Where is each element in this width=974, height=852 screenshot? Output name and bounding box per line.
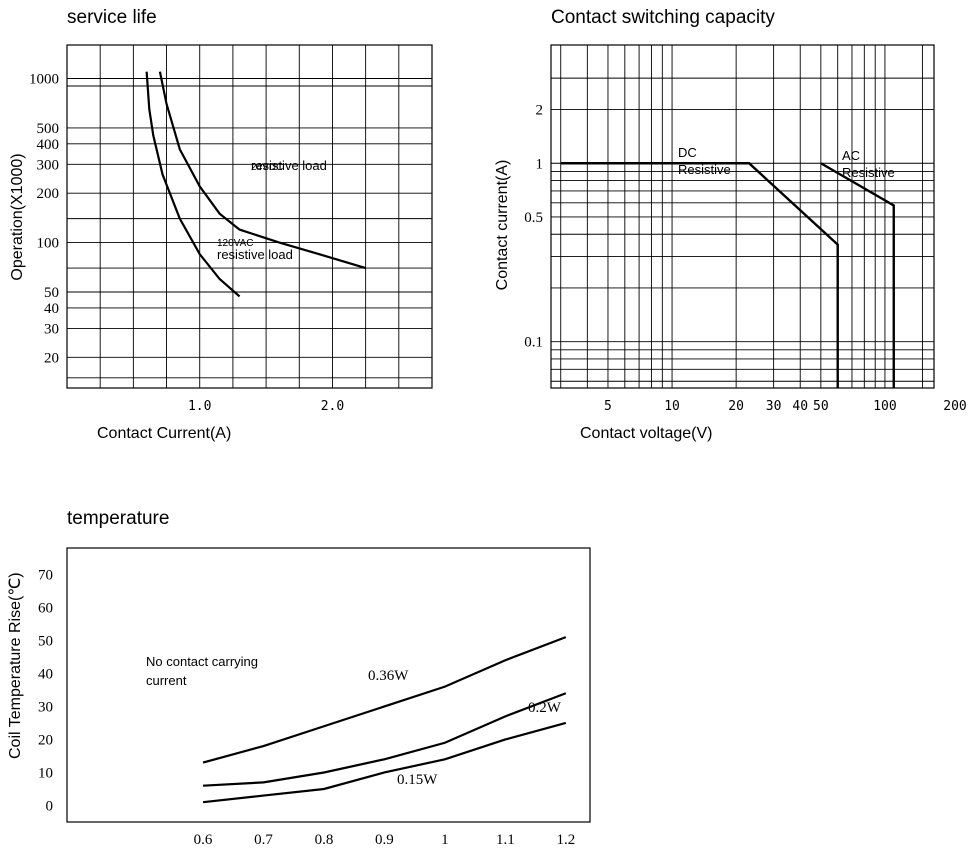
- chart3-xtick-0.6: 0.6: [194, 832, 213, 848]
- chart2-xtick-100: 100: [873, 399, 896, 414]
- chart2-ytick-0.5: 0.5: [524, 210, 543, 226]
- chart1-ytick-50: 50: [44, 285, 59, 301]
- chart3-annotation: No contact carrying current: [146, 654, 258, 688]
- chart1-title: service life: [67, 7, 157, 28]
- chart1-series-label: 120VAC resistive load: [217, 238, 293, 262]
- chart2-ytick-0.1: 0.1: [524, 335, 543, 351]
- chart2-ytick-2: 2: [536, 103, 544, 119]
- chart1-ytick-30: 30: [44, 321, 59, 337]
- chart3-xtick-0.7: 0.7: [254, 832, 273, 848]
- chart3-ytick-20: 20: [38, 732, 53, 748]
- chart2-xtick-200: 200: [943, 399, 966, 414]
- chart2-xtick-50: 50: [813, 399, 829, 414]
- chart3-series-label: 0.2W: [528, 700, 562, 716]
- chart2-xtick-5: 5: [604, 399, 612, 414]
- chart2-xtick-20: 20: [728, 399, 744, 414]
- chart3-series-line: [202, 636, 567, 764]
- chart2-xlabel: Contact voltage(V): [580, 425, 713, 442]
- chart2-ytick-1: 1: [536, 156, 544, 172]
- chart3-xtick-1.2: 1.2: [556, 832, 575, 848]
- chart3-ytick-70: 70: [38, 567, 53, 583]
- chart1-series-line: [145, 71, 241, 298]
- chart3-ytick-40: 40: [38, 666, 53, 682]
- chart2-xtick-10: 10: [664, 399, 680, 414]
- chart1-series-line: [158, 71, 366, 270]
- chart2-xtick-30: 30: [766, 399, 782, 414]
- chart1-ytick-500: 500: [37, 121, 60, 137]
- chart3-xtick-1.1: 1.1: [496, 832, 515, 848]
- chart1-frame: [66, 44, 433, 389]
- chart3-ytick-0: 0: [46, 798, 54, 814]
- chart1-xtick-2.0: 2.0: [321, 399, 344, 414]
- chart3-xtick-1: 1: [441, 832, 449, 848]
- chart3-title: temperature: [67, 508, 170, 529]
- chart3-ytick-50: 50: [38, 633, 53, 649]
- chart3-series-label: 0.15W: [397, 772, 438, 788]
- chart1-xlabel: Contact Current(A): [97, 425, 232, 442]
- chart2-title: Contact switching capacity: [551, 7, 775, 28]
- chart1-ytick-300: 300: [37, 157, 60, 173]
- chart2-series-line: [560, 162, 839, 388]
- chart3-series-line: [202, 721, 567, 804]
- chart2-xtick-40: 40: [792, 399, 808, 414]
- chart1-ytick-200: 200: [37, 186, 60, 202]
- chart1-ytick-100: 100: [37, 236, 60, 252]
- chart3-frame: [66, 547, 591, 823]
- chart3-ytick-10: 10: [38, 765, 53, 781]
- chart1-ytick-40: 40: [44, 301, 59, 317]
- chart1-ytick-1000: 1000: [29, 71, 59, 87]
- chart3-xtick-0.9: 0.9: [375, 832, 394, 848]
- chart1-series-label: 24VDCresistive load: [251, 158, 327, 173]
- chart3-series-line: [202, 692, 567, 787]
- chart1-ytick-20: 20: [44, 350, 59, 366]
- chart3-xtick-0.8: 0.8: [315, 832, 334, 848]
- chart3-ytick-30: 30: [38, 699, 53, 715]
- chart3-ytick-60: 60: [38, 600, 53, 616]
- chart1-ytick-400: 400: [37, 137, 60, 153]
- chart2-series-line: [820, 162, 895, 388]
- chart3-series-label: 0.36W: [368, 668, 409, 684]
- chart2-frame: [550, 44, 935, 389]
- chart2-series-label: AC Resistive: [842, 148, 895, 180]
- chart2-series-label: DC Resistive: [678, 145, 731, 177]
- chart1-xtick-1.0: 1.0: [188, 399, 211, 414]
